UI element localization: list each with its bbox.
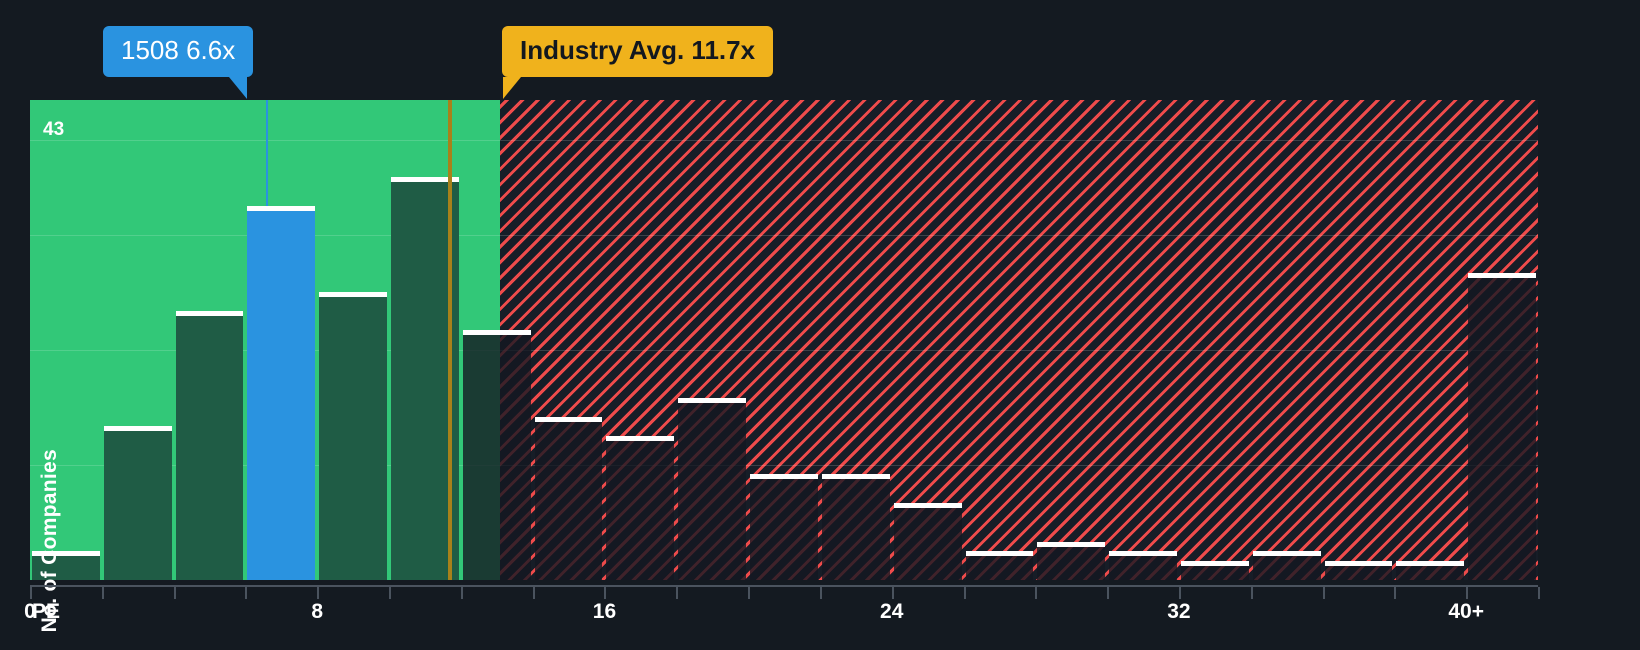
x-axis-label: 32 [1167,600,1191,623]
bar[interactable] [391,176,459,580]
bar-cap [319,292,388,297]
x-axis-label: 8 [311,600,324,623]
gridline [30,235,1538,236]
y-axis-max-label: 43 [43,119,65,140]
x-axis-tick [317,587,320,599]
bar[interactable] [1180,560,1249,580]
bar[interactable] [1037,541,1106,580]
bar[interactable] [175,311,244,580]
x-axis-tick [891,587,894,599]
bar[interactable] [1252,551,1321,580]
x-axis-label: 40+ [1448,600,1484,623]
x-axis-tick [30,587,32,599]
x-axis-tick [1107,587,1110,599]
x-axis-tick [819,587,822,599]
x-axis-tick [245,587,248,599]
company-tooltip[interactable]: 1508 6.6x [103,26,254,99]
bar[interactable] [606,436,675,580]
bar[interactable] [1109,551,1177,580]
gridline [30,140,1538,141]
x-axis-tick [748,587,751,599]
bar[interactable] [462,330,531,580]
bar-cap [1037,541,1106,547]
bar[interactable] [678,397,747,580]
bar-cap [32,551,100,557]
bar-cap [965,551,1034,557]
x-axis-tick [460,587,463,599]
x-axis-tick [1178,587,1181,599]
bar[interactable] [821,474,890,580]
x-axis-tick [1322,587,1325,599]
x-axis-tick [963,587,966,599]
bar[interactable] [750,474,818,580]
x-axis-label: 16 [592,600,617,623]
industry-average-line [448,100,453,580]
gridline [30,465,1538,466]
bar-cap [1180,560,1249,566]
bar-cap [893,503,962,509]
x-axis-tick [1538,587,1540,599]
x-axis-label: 0 [24,600,36,623]
x-axis-tick [389,587,392,599]
plot-area [30,100,1538,580]
x-axis-tick [1466,587,1469,599]
bar[interactable] [1324,560,1393,580]
bar-cap [1109,551,1177,557]
bar-cap [606,436,675,441]
industry-tooltip-label: Industry Avg. 11.7x [520,35,756,65]
gridline [30,350,1538,351]
x-axis-tick [173,587,176,599]
industry-tooltip[interactable]: Industry Avg. 11.7x [502,26,774,99]
bar-cap [750,474,818,480]
bar[interactable] [32,551,100,580]
bar-cap [1252,551,1321,557]
bar[interactable] [1468,272,1536,580]
x-axis-tick [1035,587,1038,599]
bar-cap [534,416,603,422]
bar-cap [175,311,244,317]
x-axis-tick [1250,587,1253,599]
bar-cap [1324,560,1393,566]
x-axis-tick [101,587,104,599]
company-tooltip-label: 1508 6.6x [121,35,236,65]
bar-cap [103,426,172,432]
x-axis-tick [604,587,607,599]
bar[interactable] [893,503,962,580]
x-axis-tick [1394,587,1397,599]
bar-cap [1396,560,1465,566]
bar[interactable] [247,205,316,580]
industry-tooltip-tail [503,76,521,99]
x-axis-line [30,585,1538,587]
bar[interactable] [319,292,388,580]
bar[interactable] [534,416,603,580]
bar-cap [391,176,459,182]
overvalued-zone [500,100,1538,580]
x-axis-tick [676,587,679,599]
bar-cap [821,474,890,480]
company-tooltip-tail [229,76,248,99]
bar-cap [462,330,531,336]
bar-cap [678,397,747,403]
bar-cap [1468,272,1536,278]
x-axis-title: PE [32,600,61,623]
x-axis-tick [532,587,535,599]
bar[interactable] [1396,560,1465,580]
company-marker-line [265,100,268,206]
bar[interactable] [103,426,172,580]
x-axis-label: 24 [880,600,904,623]
bar[interactable] [965,551,1034,580]
bar-cap [247,205,316,211]
